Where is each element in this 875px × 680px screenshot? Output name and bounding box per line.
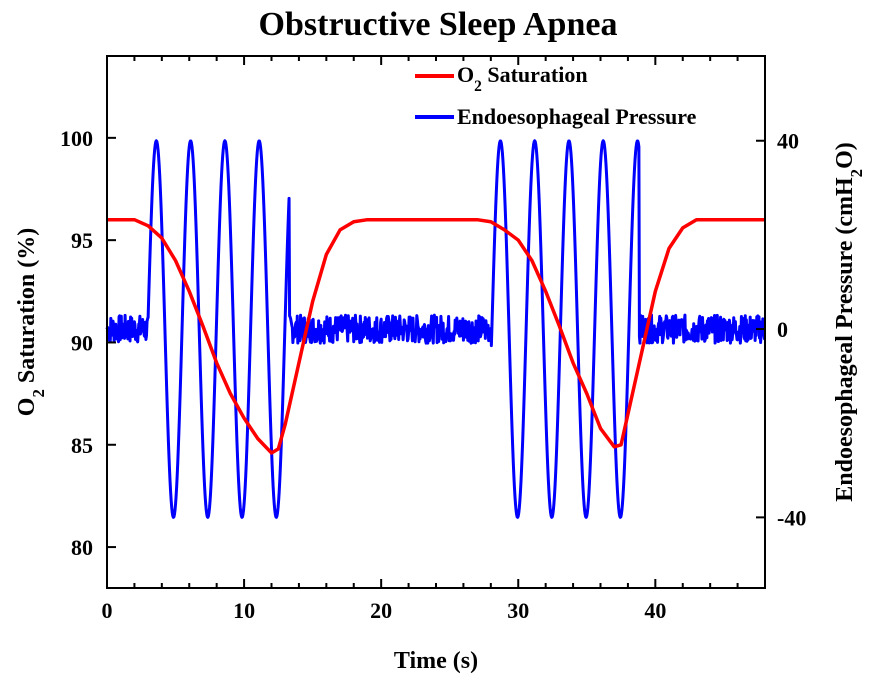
x-tick-label: 40 <box>644 598 666 623</box>
plot-area <box>105 139 766 519</box>
y-left-tick-label: 100 <box>60 126 93 151</box>
x-axis-label: Time (s) <box>394 648 478 674</box>
y-left-tick-label: 90 <box>71 330 93 355</box>
series-line-o2-saturation <box>107 217 765 455</box>
y-axis-left-label: O2 Saturation (%) <box>14 228 48 416</box>
y-left-tick-label: 85 <box>71 433 93 458</box>
y-right-tick-label: -40 <box>777 505 806 530</box>
legend-label-o2-saturation: O2 Saturation <box>457 62 588 95</box>
y-axis-right-label: Endoesophageal Pressure (cmH2O) <box>832 142 866 502</box>
legend: O2 Saturation Endoesophageal Pressure <box>415 62 697 129</box>
chart-title: Obstructive Sleep Apnea <box>259 6 618 43</box>
y-axis-right: -40 0 40 <box>756 129 806 530</box>
x-axis: 0 10 20 30 40 <box>102 56 766 623</box>
y-left-tick-label: 80 <box>71 535 93 560</box>
y-left-tick-label: 95 <box>71 228 93 253</box>
legend-label-endoesophageal-pressure: Endoesophageal Pressure <box>457 104 697 129</box>
y-right-tick-label: 0 <box>777 317 788 342</box>
x-tick-label: 30 <box>507 598 529 623</box>
x-tick-label: 10 <box>233 598 255 623</box>
x-tick-label: 20 <box>370 598 392 623</box>
y-axis-left: 80 85 90 95 100 <box>60 126 116 560</box>
y-right-tick-label: 40 <box>777 129 799 154</box>
series-line-endoesophageal-pressure <box>105 139 766 519</box>
x-tick-label: 0 <box>102 598 113 623</box>
